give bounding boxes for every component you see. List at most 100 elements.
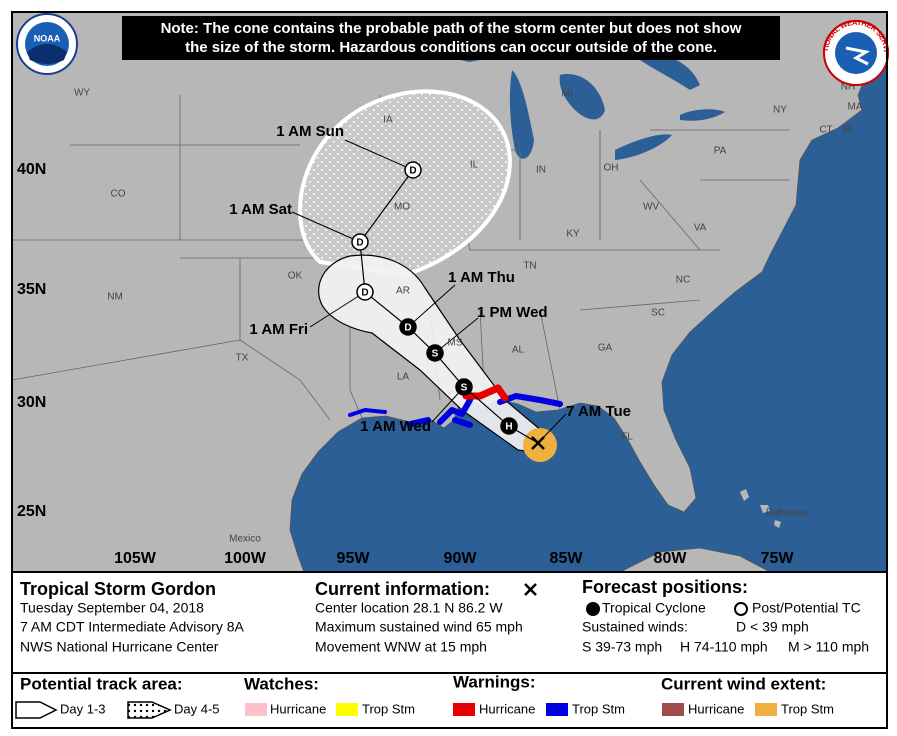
forecast-time: 1 AM Sat: [229, 201, 292, 218]
track-point-label: D: [409, 166, 416, 177]
forecast-time: 1 PM Wed: [477, 304, 548, 321]
wind-class: M > 110 mph: [788, 639, 869, 655]
region-label: MO: [394, 202, 410, 213]
legend-heading: Potential track area:: [20, 674, 183, 693]
longitude-label: 75W: [761, 550, 795, 567]
forecast-time: 1 AM Fri: [249, 321, 308, 338]
wind-class: D < 39 mph: [736, 619, 809, 635]
swatch: [546, 703, 568, 716]
region-label: MI: [561, 89, 572, 100]
region-label: MS: [448, 338, 463, 349]
legend-item: Hurricane: [479, 701, 535, 716]
track-point-label: D: [361, 288, 368, 299]
note-line: Note: The cone contains the probable pat…: [161, 20, 742, 37]
cone-day-4-5: [298, 89, 512, 278]
legend-item: Day 1-3: [60, 701, 106, 716]
latitude-label: 30N: [17, 394, 46, 411]
forecast-time: 1 AM Wed: [360, 418, 431, 435]
latitude-label: 40N: [17, 161, 46, 178]
forecast-time: 1 AM Sun: [276, 123, 344, 140]
latitude-label: 25N: [17, 503, 46, 520]
swatch: [755, 703, 777, 716]
longitude-label: 80W: [654, 550, 688, 567]
region-label: IA: [383, 115, 393, 126]
storm-name: Tropical Storm Gordon: [20, 579, 216, 599]
region-label: AL: [512, 345, 525, 356]
info-panel: Tropical Storm Gordon Tuesday September …: [11, 571, 888, 729]
legend-item: Trop Stm: [362, 701, 415, 716]
swatch: [336, 703, 358, 716]
region-label: RI: [843, 125, 853, 136]
track-point-label: S: [432, 349, 439, 360]
legend-heading: Warnings:: [453, 672, 535, 691]
legend-heading: Current wind extent:: [661, 674, 826, 693]
track-point: [455, 378, 473, 396]
swatch: [245, 703, 267, 716]
ptc-icon: [734, 602, 748, 616]
legend-item: Hurricane: [270, 701, 326, 716]
track-point-label: H: [505, 422, 512, 433]
region-label: VA: [694, 223, 707, 234]
region-label: OH: [604, 163, 619, 174]
region-label: Mexico: [229, 534, 261, 545]
legend-item: Trop Stm: [781, 701, 834, 716]
track-point: [356, 283, 374, 301]
region-label: GA: [598, 343, 613, 354]
track-point-label: D: [356, 238, 363, 249]
forecast-time: 7 AM Tue: [566, 403, 631, 420]
longitude-label: 85W: [550, 550, 584, 567]
track-point: [351, 233, 369, 251]
land: [11, 11, 888, 573]
current-line: Maximum sustained wind 65 mph: [315, 619, 523, 635]
swatch: [662, 703, 684, 716]
note-line: the size of the storm. Hazardous conditi…: [185, 39, 717, 56]
track-point: [404, 161, 422, 179]
tc-icon: [586, 602, 600, 616]
region-label: TX: [236, 353, 249, 364]
track-point-label: D: [404, 323, 411, 334]
track-point: [399, 318, 417, 336]
tc-label: Tropical Cyclone: [602, 600, 706, 616]
map: 40N 35N 30N 25N 105W 100W 95W 90W 85W 80W 75W WY IA M…: [0, 0, 891, 573]
region-label: FL: [621, 432, 633, 443]
region-label: LA: [397, 372, 410, 383]
region-label: SC: [651, 308, 665, 319]
forecast-heading: Forecast positions:: [582, 577, 748, 597]
advisory: 7 AM CDT Intermediate Advisory 8A: [20, 619, 244, 635]
track-point: [426, 344, 444, 362]
region-label: NY: [773, 105, 787, 116]
longitude-label: 95W: [337, 550, 371, 567]
region-label: Bahamas: [766, 508, 808, 519]
region-label: IL: [470, 160, 479, 171]
region-label: AR: [396, 286, 410, 297]
region-label: NH: [841, 82, 855, 93]
storm-date: Tuesday September 04, 2018: [20, 600, 204, 616]
ptc-label: Post/Potential TC: [752, 600, 861, 616]
day-1-3-icon: [15, 701, 58, 719]
latitude-label: 35N: [17, 281, 46, 298]
legend-item: Hurricane: [688, 701, 744, 716]
panel-frame: [11, 571, 888, 729]
region-label: MA: [848, 102, 863, 113]
longitude-label: 100W: [224, 550, 267, 567]
legend-heading: Watches:: [244, 674, 319, 693]
region-label: NM: [107, 292, 123, 303]
track-point-label: S: [461, 383, 468, 394]
bahamas: [740, 489, 781, 528]
legend-item: Day 4-5: [174, 701, 220, 716]
track-point: [500, 417, 518, 435]
legend-item: Trop Stm: [572, 701, 625, 716]
wind-class: S 39-73 mph: [582, 639, 662, 655]
note-box: [122, 16, 780, 60]
noaa-text: NOAA: [34, 33, 61, 43]
longitude-label: 90W: [444, 550, 478, 567]
region-label: OK: [288, 271, 303, 282]
winds-label: Sustained winds:: [582, 619, 688, 635]
region-label: WY: [74, 88, 90, 99]
forecast-time: 1 AM Thu: [448, 269, 515, 286]
region-label: CT: [819, 125, 832, 136]
warnings: [348, 384, 563, 428]
longitude-label: 105W: [114, 550, 157, 567]
region-label: TN: [523, 261, 536, 272]
